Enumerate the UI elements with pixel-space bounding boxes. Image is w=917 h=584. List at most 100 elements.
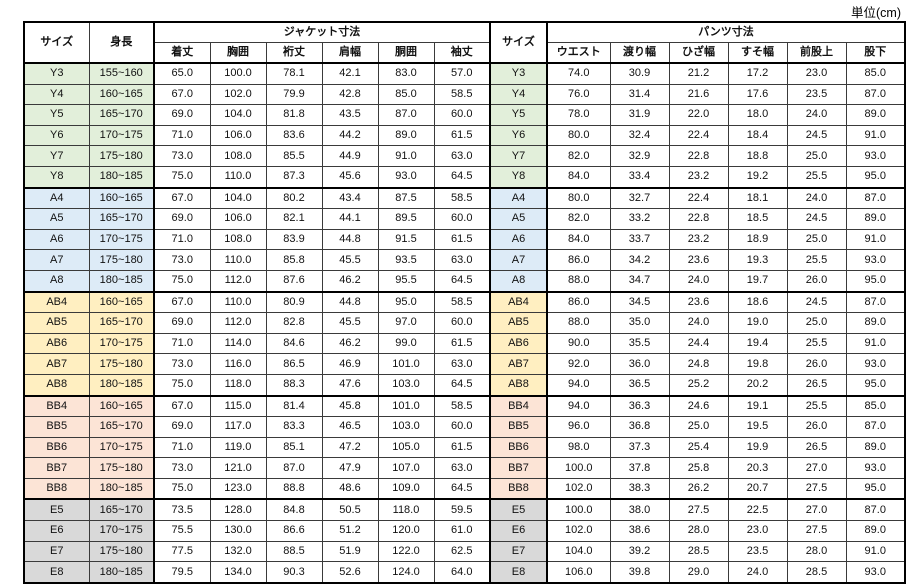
- pants-value-cell: 25.0: [668, 416, 729, 438]
- jacket-value-cell: 91.0: [377, 145, 435, 167]
- height-cell: 170~175: [88, 124, 155, 147]
- jacket-value-cell: 75.5: [153, 520, 211, 542]
- pants-value-cell: 26.2: [668, 477, 729, 500]
- table-row: E6 170~175 75.5 130.0 86.6 51.2 120.0 61.0 E6 102…: [23, 520, 906, 542]
- jacket-value-cell: 87.0: [265, 457, 323, 479]
- pants-value-cell: 38.3: [609, 477, 670, 500]
- jacket-value-cell: 85.1: [265, 436, 323, 459]
- pants-value-cell: 24.0: [668, 269, 729, 293]
- size-cell: A4: [23, 186, 90, 210]
- jacket-value-cell: 67.0: [153, 394, 211, 418]
- size-cell-right: BB6: [489, 436, 548, 459]
- jacket-value-cell: 61.5: [433, 228, 491, 251]
- pants-value-cell: 26.5: [786, 373, 847, 397]
- height-cell: 175~180: [88, 353, 155, 375]
- pants-value-cell: 24.0: [786, 104, 847, 126]
- jacket-value-cell: 90.3: [265, 561, 323, 584]
- size-cell-right: Y5: [489, 104, 548, 126]
- jacket-value-cell: 45.8: [321, 394, 379, 418]
- size-cell-right: A5: [489, 208, 548, 230]
- size-cell: Y4: [23, 83, 90, 106]
- jacket-value-cell: 80.2: [265, 186, 323, 210]
- size-cell-right: Y8: [489, 165, 548, 189]
- jacket-value-cell: 110.0: [209, 290, 267, 314]
- pants-value-cell: 21.6: [668, 83, 729, 106]
- jacket-value-cell: 86.6: [265, 520, 323, 542]
- pants-value-cell: 100.0: [546, 498, 611, 522]
- height-cell: 155~160: [88, 61, 155, 85]
- jacket-value-cell: 44.9: [321, 145, 379, 167]
- jacket-value-cell: 89.5: [377, 208, 435, 230]
- table-row: Y7 175~180 73.0 108.0 85.5 44.9 91.0 63.0 Y7 82.0…: [23, 145, 906, 167]
- pants-value-cell: 87.0: [845, 186, 906, 210]
- pants-value-cell: 18.6: [727, 290, 788, 314]
- pants-value-cell: 28.5: [786, 561, 847, 584]
- pants-value-cell: 33.2: [609, 208, 670, 230]
- pants-value-cell: 87.0: [845, 498, 906, 522]
- size-cell-right: Y6: [489, 124, 548, 147]
- jacket-value-cell: 101.0: [377, 394, 435, 418]
- pants-value-cell: 95.0: [845, 269, 906, 293]
- jacket-value-cell: 73.5: [153, 498, 211, 522]
- jacket-value-cell: 61.5: [433, 332, 491, 355]
- jacket-value-cell: 61.5: [433, 436, 491, 459]
- height-cell: 160~165: [88, 83, 155, 106]
- table-row: Y4 160~165 67.0 102.0 79.9 42.8 85.0 58.5 Y4 76.0…: [23, 83, 906, 106]
- pants-value-cell: 34.2: [609, 249, 670, 271]
- jacket-value-cell: 45.5: [321, 312, 379, 334]
- pants-value-cell: 29.0: [668, 561, 729, 584]
- table-row: AB7 175~180 73.0 116.0 86.5 46.9 101.0 63.0 AB7 9…: [23, 353, 906, 375]
- pants-value-cell: 35.5: [609, 332, 670, 355]
- jacket-value-cell: 46.9: [321, 353, 379, 375]
- height-cell: 180~185: [88, 269, 155, 293]
- size-cell: AB7: [23, 353, 90, 375]
- height-cell: 170~175: [88, 332, 155, 355]
- pants-value-cell: 22.4: [668, 124, 729, 147]
- pants-value-cell: 27.5: [668, 498, 729, 522]
- jacket-value-cell: 103.0: [377, 416, 435, 438]
- height-cell: 170~175: [88, 228, 155, 251]
- pants-value-cell: 20.7: [727, 477, 788, 500]
- pants-value-cell: 24.8: [668, 353, 729, 375]
- jacket-value-cell: 85.8: [265, 249, 323, 271]
- jacket-value-cell: 88.3: [265, 373, 323, 397]
- jacket-value-cell: 63.0: [433, 353, 491, 375]
- pants-value-cell: 22.4: [668, 186, 729, 210]
- jacket-value-cell: 64.5: [433, 165, 491, 189]
- pants-value-cell: 27.5: [786, 520, 847, 542]
- jacket-value-cell: 46.5: [321, 416, 379, 438]
- height-cell: 180~185: [88, 561, 155, 584]
- table-row: BB5 165~170 69.0 117.0 83.3 46.5 103.0 60.0 BB5 9…: [23, 416, 906, 438]
- jacket-value-cell: 60.0: [433, 208, 491, 230]
- pants-value-cell: 34.7: [609, 269, 670, 293]
- pants-value-cell: 19.2: [727, 165, 788, 189]
- size-column-header: サイズ: [23, 21, 90, 64]
- pants-column-header: 股下: [845, 42, 906, 64]
- jacket-value-cell: 93.5: [377, 249, 435, 271]
- pants-value-cell: 18.4: [727, 124, 788, 147]
- jacket-value-cell: 45.6: [321, 165, 379, 189]
- pants-value-cell: 37.3: [609, 436, 670, 459]
- table-row: BB4 160~165 67.0 115.0 81.4 45.8 101.0 58.5 BB4 9…: [23, 394, 906, 418]
- jacket-value-cell: 128.0: [209, 498, 267, 522]
- jacket-value-cell: 117.0: [209, 416, 267, 438]
- pants-value-cell: 89.0: [845, 436, 906, 459]
- height-cell: 180~185: [88, 373, 155, 397]
- size-cell: AB8: [23, 373, 90, 397]
- pants-value-cell: 22.0: [668, 104, 729, 126]
- jacket-value-cell: 106.0: [209, 208, 267, 230]
- size-cell-right: Y4: [489, 83, 548, 106]
- size-cell-right: AB4: [489, 290, 548, 314]
- pants-value-cell: 26.0: [786, 353, 847, 375]
- pants-value-cell: 91.0: [845, 540, 906, 563]
- jacket-value-cell: 71.0: [153, 436, 211, 459]
- jacket-value-cell: 87.6: [265, 269, 323, 293]
- pants-value-cell: 38.0: [609, 498, 670, 522]
- jacket-value-cell: 124.0: [377, 561, 435, 584]
- pants-value-cell: 85.0: [845, 61, 906, 85]
- jacket-value-cell: 75.0: [153, 165, 211, 189]
- jacket-value-cell: 57.0: [433, 61, 491, 85]
- jacket-value-cell: 120.0: [377, 520, 435, 542]
- size-cell-right: AB6: [489, 332, 548, 355]
- pants-value-cell: 93.0: [845, 353, 906, 375]
